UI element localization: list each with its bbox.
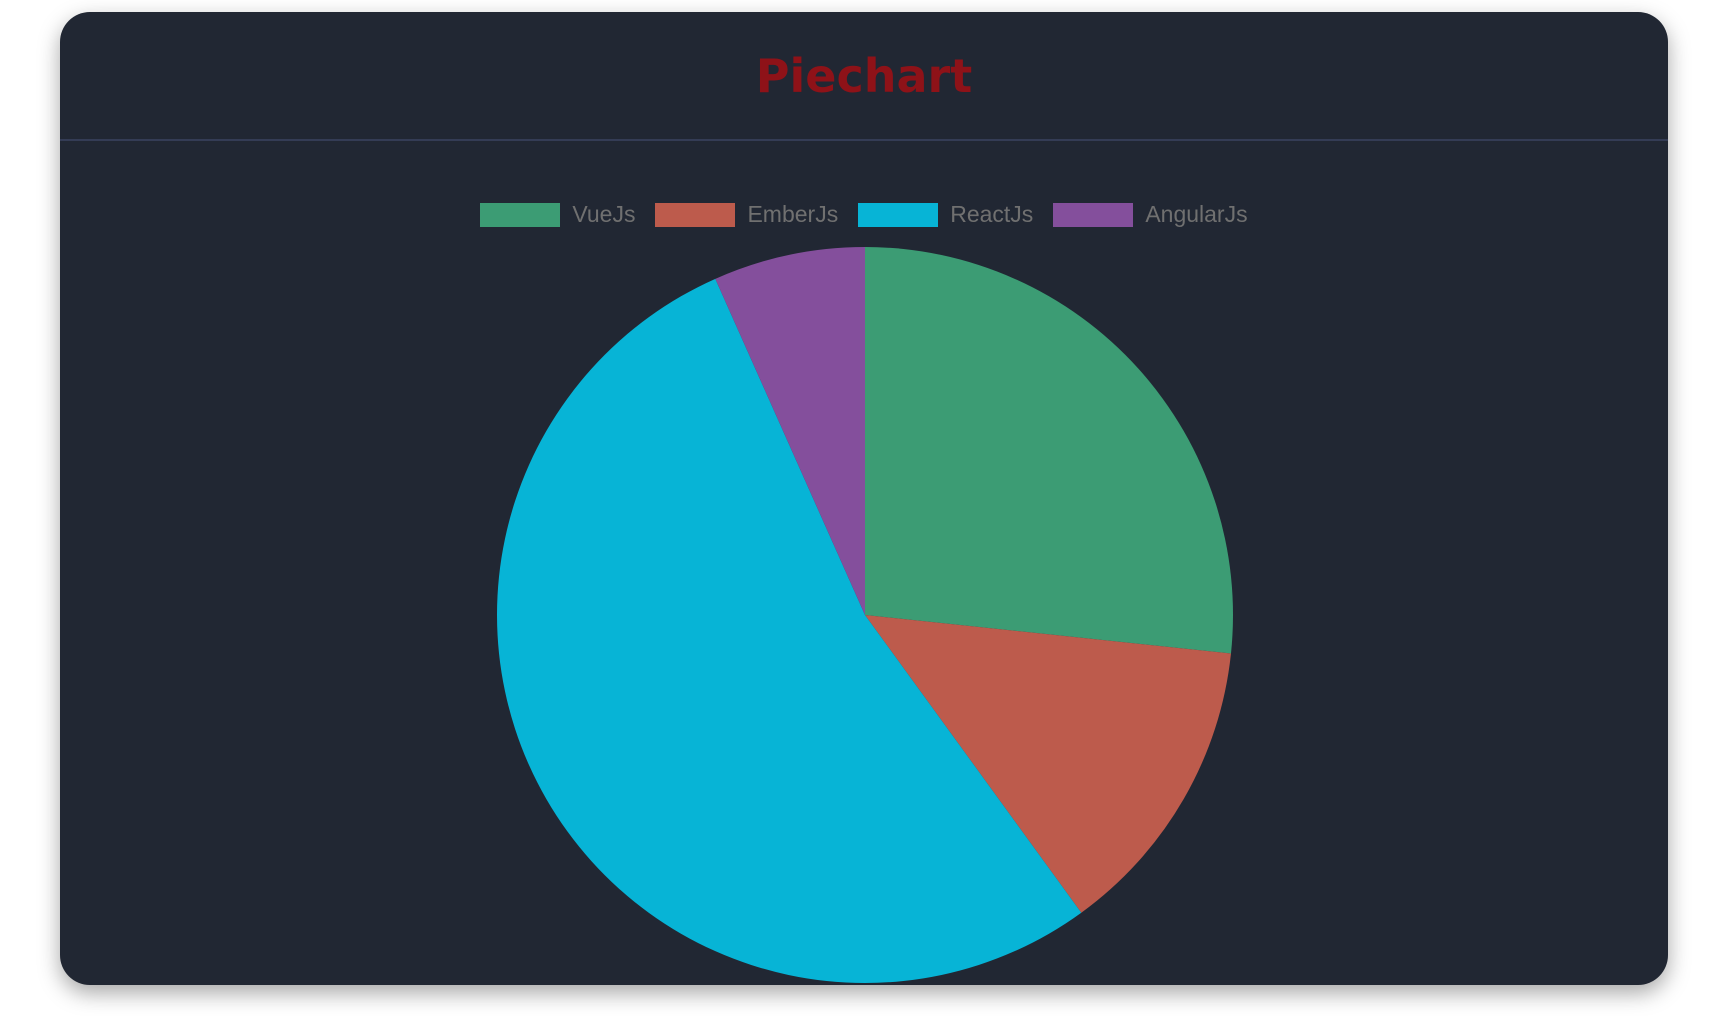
legend-item-reactjs[interactable]: ReactJs <box>858 201 1033 228</box>
legend-swatch <box>480 202 561 227</box>
pie-slice-emberjs[interactable] <box>865 615 1231 913</box>
pie-slice-angularjs[interactable] <box>715 247 865 615</box>
legend-swatch <box>858 202 939 227</box>
card-header: Piechart <box>60 12 1668 141</box>
legend-label: AngularJs <box>1145 201 1248 227</box>
chart-card: Piechart VueJs EmberJs ReactJs AngularJs <box>60 12 1668 985</box>
legend-label: VueJs <box>572 201 636 227</box>
pie-slice-vuejs[interactable] <box>865 247 1233 654</box>
chart-title: Piechart <box>755 48 973 103</box>
legend-swatch <box>1053 202 1134 227</box>
pie-slice-reactjs[interactable] <box>496 278 1082 984</box>
legend-item-vuejs[interactable]: VueJs <box>480 201 635 228</box>
legend-label: EmberJs <box>747 201 839 227</box>
chart-legend: VueJs EmberJs ReactJs AngularJs <box>60 201 1668 228</box>
legend-label: ReactJs <box>950 201 1034 227</box>
legend-item-emberjs[interactable]: EmberJs <box>655 201 838 228</box>
legend-item-angularjs[interactable]: AngularJs <box>1053 201 1248 228</box>
pie-chart <box>496 247 1233 984</box>
legend-swatch <box>655 202 736 227</box>
